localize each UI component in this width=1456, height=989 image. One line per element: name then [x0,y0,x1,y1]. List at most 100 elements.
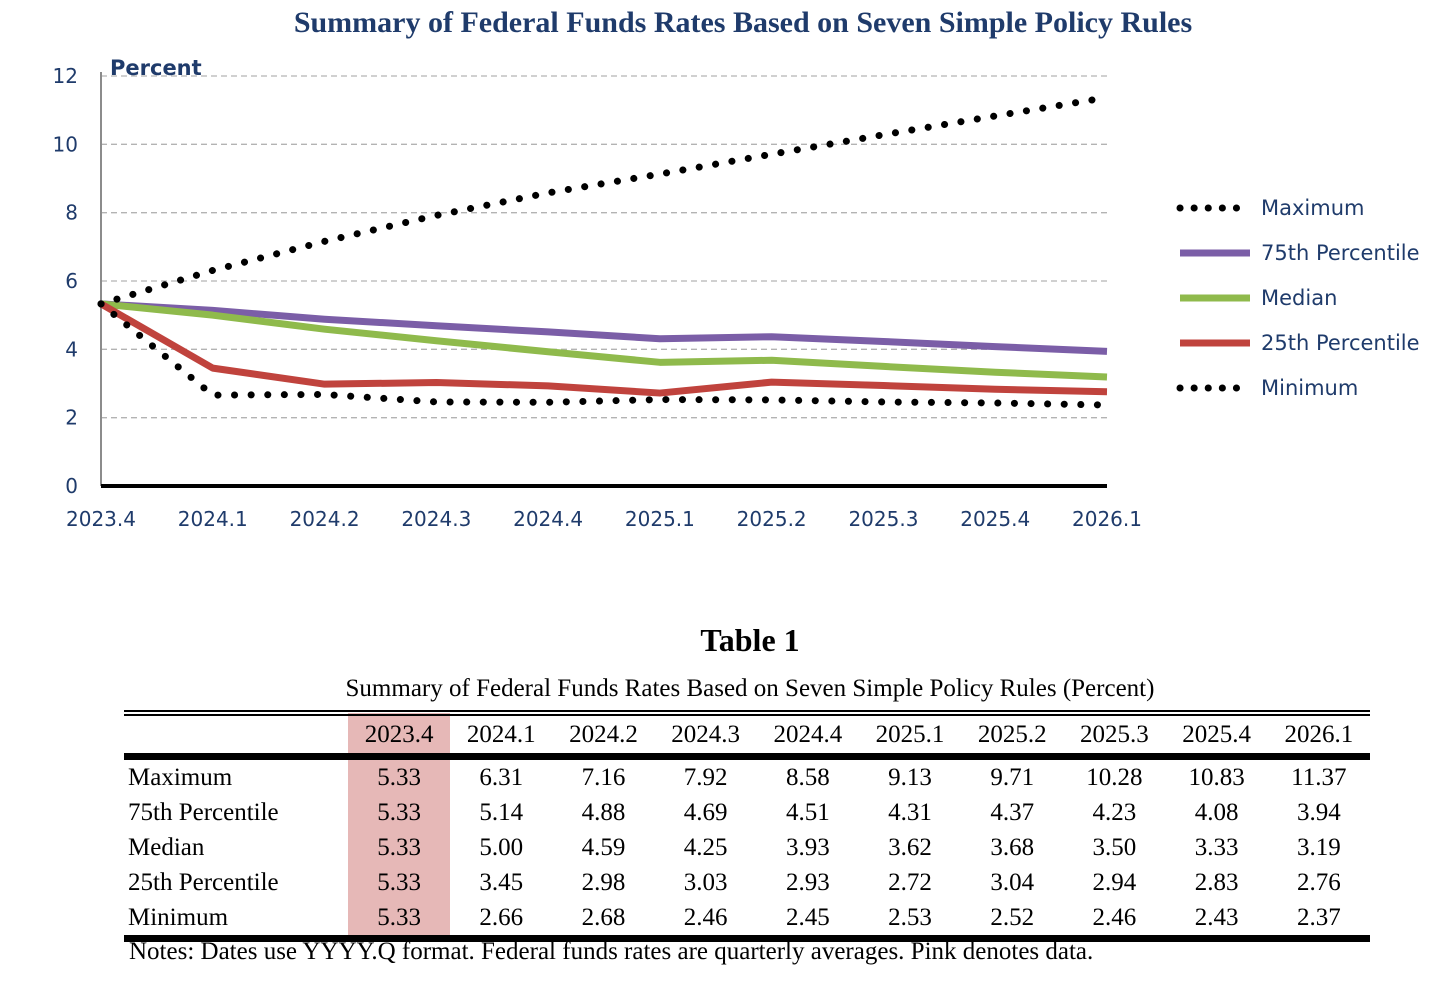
table-cell: 2.46 [1092,903,1137,931]
table-column-header: 2025.4 [1182,720,1251,748]
table-cell: 3.94 [1296,798,1341,826]
table-cell: 3.03 [683,868,728,896]
legend: Maximum 75th Percentile Median 25th Percent… [1176,196,1420,400]
x-tick-label: 2023.4 [66,507,136,531]
table-cell: 9.13 [888,763,932,791]
legend-label: Maximum [1261,196,1364,220]
table-row-label: 25th Percentile [128,868,279,896]
y-tick-label: 12 [53,64,78,88]
table-cell: 5.33 [348,865,451,900]
y-tick-label: 2 [65,406,78,430]
table-subtitle: Summary of Federal Funds Rates Based on … [345,675,1155,702]
table-header-row: 2023.4 2024.1 2024.2 2024.3 2024.4 2025.1 2025… [124,713,1370,757]
y-tick-label: 6 [65,269,78,293]
x-tick-label: 2024.1 [178,507,248,531]
table-cell: 2.72 [888,868,932,896]
y-tick-label: 8 [65,201,78,225]
table-cell: 2.46 [683,903,728,931]
table-row-label: Maximum [128,763,233,791]
table-cell: 2.37 [1296,903,1341,931]
table-cell: 2.83 [1194,868,1239,896]
x-tick-label: 2025.1 [625,507,695,531]
table-note: Notes: Dates use YYYY.Q format. Federal … [129,938,1094,965]
table-row: Minimum 5.33 2.66 2.68 2.46 2.45 2.53 2.52 2.46 2… [124,900,1370,939]
table-cell: 2.93 [785,868,830,896]
table-cell: 3.50 [1092,833,1137,861]
table-cell: 3.33 [1194,833,1239,861]
table-cell: 5.00 [479,833,524,861]
series-line-75th-percentile [100,300,1108,355]
series-line-minimum [97,300,1111,409]
table-cell: 4.69 [683,798,728,826]
table-cell: 2.98 [581,868,626,896]
table-cell: 11.37 [1291,763,1347,791]
table-row: Maximum 5.33 6.31 7.16 7.92 8.58 9.13 9.71 10.28… [124,756,1370,795]
table-cell: 5.33 [348,795,451,830]
x-tick-label: 2024.3 [401,507,471,531]
table-row: 75th Percentile 5.33 5.14 4.88 4.69 4.51 4.31 4… [124,795,1370,830]
table-title: Table 1 [700,622,800,658]
table-cell: 5.14 [479,798,524,826]
table-cell: 4.88 [581,798,626,826]
table-column-header: 2025.2 [977,720,1047,748]
legend-label: 25th Percentile [1261,331,1420,355]
table-cell: 6.31 [479,763,524,791]
table-cell: 5.33 [348,756,451,795]
y-tick-label: 4 [65,337,78,361]
table-row-label: Median [128,833,205,861]
y-tick-labels: 0 2 4 6 8 10 12 [53,64,78,498]
table-cell: 7.92 [683,763,728,791]
table-column-header: 2026.1 [1284,720,1354,748]
table-cell: 4.59 [581,833,626,861]
series-line-25th-percentile [99,300,1108,397]
table-row: 25th Percentile 5.33 3.45 2.98 3.03 2.93 2.72 3… [124,865,1370,900]
table-cell: 2.52 [990,903,1035,931]
x-tick-label: 2026.1 [1072,507,1142,531]
table-cell: 8.58 [785,763,830,791]
legend-label: Median [1261,286,1337,310]
table-cell: 5.33 [348,830,451,865]
x-tick-labels: 2023.4 2024.1 2024.2 2024.3 2024.4 2025.1 2025… [66,507,1142,531]
table-cell: 4.31 [888,798,932,826]
legend-label: Minimum [1261,376,1358,400]
table-cell: 3.62 [888,833,932,861]
x-tick-label: 2025.4 [960,507,1030,531]
table-cell: 3.45 [479,868,524,896]
table-cell: 2.53 [888,903,932,931]
table-row: Median 5.33 5.00 4.59 4.25 3.93 3.62 3.68 3.50 3.… [124,830,1370,865]
y-tick-label: 10 [53,132,78,156]
grid-lines [101,75,1107,419]
table-column-header: 2025.3 [1080,720,1149,748]
axes [100,72,1107,488]
table-cell: 4.25 [683,833,728,861]
chart-title: Summary of Federal Funds Rates Based on … [293,6,1193,39]
table-cell: 5.33 [348,900,451,939]
table-cell: 2.43 [1194,903,1239,931]
table-cell: 4.23 [1092,798,1137,826]
y-tick-label: 0 [65,474,78,498]
table-column-header: 2023.4 [348,713,451,757]
table-column-header: 2025.1 [875,720,945,748]
table-cell: 2.45 [785,903,830,931]
table-cell: 7.16 [581,763,626,791]
table-cell: 3.19 [1296,833,1341,861]
table-cell: 2.94 [1092,868,1137,896]
table-cell: 2.76 [1296,868,1341,896]
table-column-header: 2024.2 [569,720,638,748]
table-cell: 2.66 [479,903,524,931]
table-body: Maximum 5.33 6.31 7.16 7.92 8.58 9.13 9.71 10.28… [124,756,1370,939]
data-table: 2023.4 2024.1 2024.2 2024.3 2024.4 2025.1 2025… [124,710,1370,942]
series-line-median [100,300,1108,381]
table-cell: 3.04 [990,868,1035,896]
table-cell: 4.51 [785,798,830,826]
legend-label: 75th Percentile [1261,241,1420,265]
x-tick-label: 2024.4 [513,507,583,531]
x-tick-label: 2024.2 [290,507,360,531]
table-row-label: Minimum [128,903,229,931]
x-tick-label: 2025.3 [848,507,918,531]
y-axis-label: Percent [110,56,202,80]
table-row-label: 75th Percentile [128,798,279,826]
x-tick-label: 2025.2 [737,507,807,531]
table-cell: 2.68 [581,903,626,931]
table-column-header: 2024.1 [466,720,536,748]
